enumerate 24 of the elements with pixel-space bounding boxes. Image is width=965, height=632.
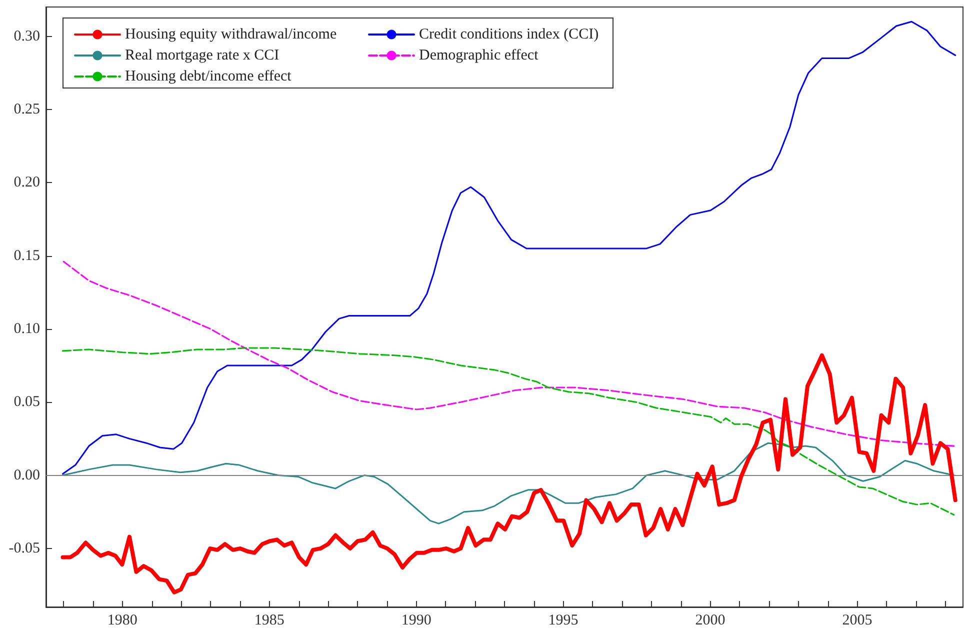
- line-series: [62, 442, 955, 524]
- y-tick-label: 0.10: [14, 320, 40, 337]
- y-tick-label: 0.15: [14, 248, 40, 264]
- x-tick-label: 1985: [254, 612, 284, 628]
- y-tick-label: 0.25: [14, 101, 40, 118]
- x-tick-label: 2005: [842, 612, 872, 628]
- line-series: [62, 347, 955, 516]
- x-tick-label: 1980: [107, 612, 138, 628]
- x-tick-label: 1990: [401, 612, 432, 628]
- line-series: [60, 353, 958, 594]
- legend-label: Housing equity withdrawal/income: [125, 26, 337, 42]
- legend-label: Credit conditions index (CCI): [419, 26, 599, 42]
- legend-label: Housing debt/income effect: [125, 68, 292, 84]
- line-series: [62, 20, 956, 475]
- legend-label: Real mortgage rate x CCI: [125, 48, 280, 64]
- y-tick-label: -0.05: [8, 540, 40, 556]
- x-tick-label: 1995: [548, 612, 578, 628]
- y-tick-label: 0.20: [14, 174, 40, 191]
- y-tick-label: 0.00: [14, 467, 40, 484]
- y-tick-label: 0.05: [14, 394, 40, 410]
- y-tick-label: 0.30: [14, 28, 40, 44]
- line-series: [62, 260, 955, 447]
- legend-label: Demographic effect: [419, 48, 540, 64]
- x-tick-label: 2000: [695, 612, 726, 628]
